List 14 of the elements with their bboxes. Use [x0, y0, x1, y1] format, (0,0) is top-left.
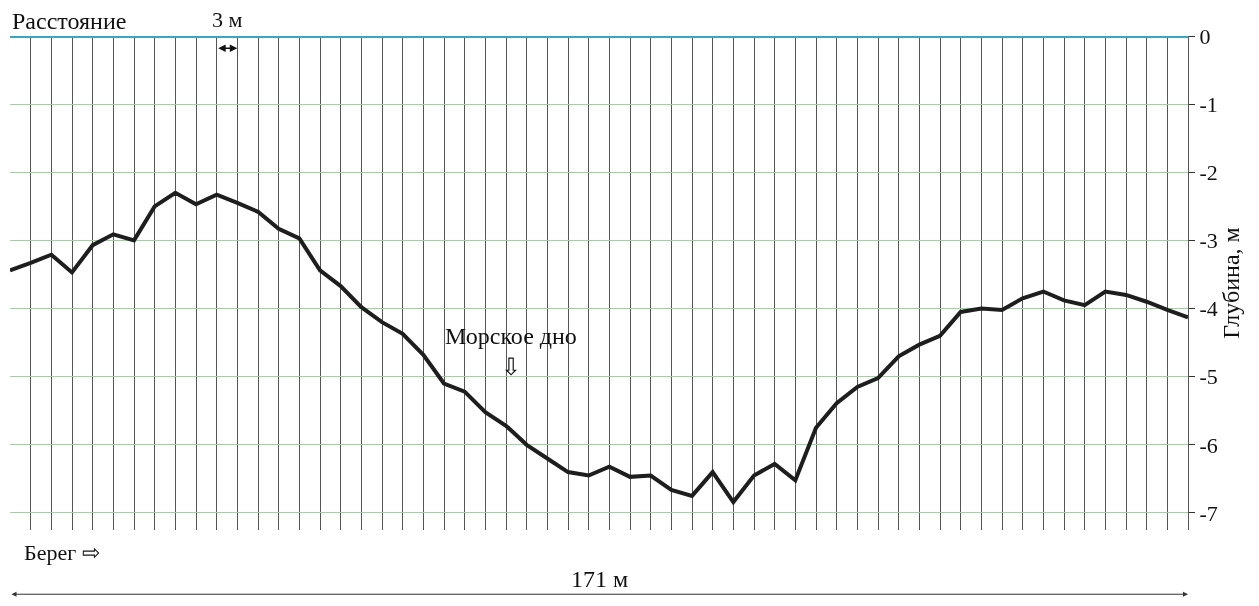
text: 3 м: [212, 7, 243, 32]
y-tick-label: -2: [1199, 159, 1218, 185]
y-tick-label: 0: [1199, 23, 1211, 49]
y-tick-label: -6: [1199, 432, 1218, 458]
text: 171 м: [571, 566, 629, 592]
line-series: [10, 190, 1188, 505]
y-tick-label: -3: [1199, 228, 1218, 254]
y-tick-label: -4: [1199, 296, 1218, 322]
x-axis-title: Расстояние: [12, 8, 127, 34]
y-tick-label: -7: [1199, 500, 1218, 526]
text: Берег ⇨: [24, 540, 100, 565]
y-axis-title: Глубина, м: [1217, 227, 1244, 339]
y-tick-label: -5: [1199, 364, 1218, 390]
y-tick-label: -1: [1199, 91, 1218, 117]
